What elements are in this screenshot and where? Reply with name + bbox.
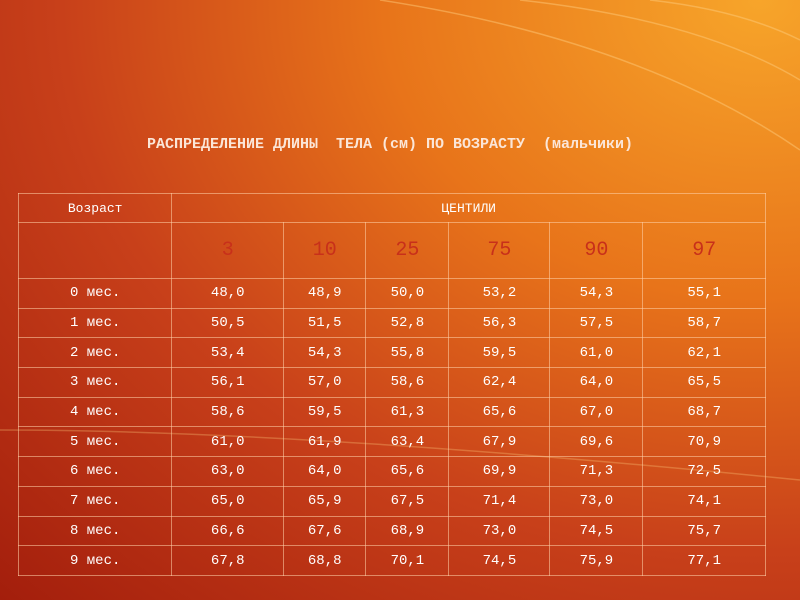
age-cell: 5 мес.	[17, 426, 173, 458]
age-cell: 2 мес.	[17, 337, 173, 369]
value-cell: 66,6	[171, 515, 285, 547]
value-cell: 65,6	[448, 396, 551, 428]
value-cell: 53,4	[171, 337, 285, 369]
value-cell: 62,1	[642, 337, 766, 369]
value-cell: 65,0	[171, 485, 285, 517]
centile-cell: 3	[171, 222, 285, 279]
centile-cell: 90	[549, 222, 644, 279]
value-cell: 70,9	[642, 426, 766, 458]
value-cell: 50,5	[171, 307, 285, 339]
value-cell: 69,9	[448, 456, 551, 487]
data-row: 2 мес. 53,4 54,3 55,8 59,5 61,0 62,1	[17, 337, 766, 369]
data-row: 1 мес. 50,5 51,5 52,8 56,3 57,5 58,7	[17, 307, 766, 339]
value-cell: 65,5	[642, 367, 766, 398]
value-cell: 75,9	[549, 545, 644, 576]
value-cell: 57,0	[283, 367, 367, 398]
data-row: 0 мес. 48,0 48,9 50,0 53,2 54,3 55,1	[17, 278, 766, 309]
age-cell: 0 мес.	[17, 278, 173, 309]
value-cell: 62,4	[448, 367, 551, 398]
data-row: 6 мес. 63,0 64,0 65,6 69,9 71,3 72,5	[17, 456, 766, 487]
value-cell: 54,3	[549, 278, 644, 309]
value-cell: 57,5	[549, 307, 644, 339]
value-cell: 58,6	[365, 367, 450, 398]
value-cell: 74,5	[448, 545, 551, 576]
data-row: 9 мес. 67,8 68,8 70,1 74,5 75,9 77,1	[17, 545, 766, 576]
value-cell: 50,0	[365, 278, 450, 309]
value-cell: 72,5	[642, 456, 766, 487]
centile-cell: 97	[642, 222, 766, 279]
value-cell: 67,9	[448, 426, 551, 458]
slide-title: РАСПРЕДЕЛЕНИЕ ДЛИНЫ ТЕЛА (см) ПО ВОЗРАСТ…	[146, 136, 634, 153]
centile-cell: 25	[365, 222, 450, 279]
value-cell: 61,9	[283, 426, 367, 458]
value-cell: 74,1	[642, 485, 766, 517]
value-cell: 56,3	[448, 307, 551, 339]
value-cell: 73,0	[549, 485, 644, 517]
header-row: Возраст ЦЕНТИЛИ	[17, 193, 766, 223]
value-cell: 68,7	[642, 396, 766, 428]
value-cell: 63,4	[365, 426, 450, 458]
data-row: 8 мес. 66,6 67,6 68,9 73,0 74,5 75,7	[17, 515, 766, 547]
value-cell: 67,0	[549, 396, 644, 428]
age-cell: 4 мес.	[17, 396, 173, 428]
value-cell: 56,1	[171, 367, 285, 398]
value-cell: 59,5	[448, 337, 551, 369]
age-cell: 8 мес.	[17, 515, 173, 547]
value-cell: 55,1	[642, 278, 766, 309]
centile-cell: 10	[283, 222, 367, 279]
value-cell: 51,5	[283, 307, 367, 339]
age-cell: 7 мес.	[17, 485, 173, 517]
value-cell: 61,0	[171, 426, 285, 458]
empty-cell	[17, 222, 173, 279]
data-row: 7 мес. 65,0 65,9 67,5 71,4 73,0 74,1	[17, 485, 766, 517]
age-cell: 1 мес.	[17, 307, 173, 339]
value-cell: 65,9	[283, 485, 367, 517]
value-cell: 58,6	[171, 396, 285, 428]
value-cell: 71,3	[549, 456, 644, 487]
value-cell: 68,9	[365, 515, 450, 547]
value-cell: 65,6	[365, 456, 450, 487]
table-body: Возраст ЦЕНТИЛИ 3 10 25 75 90 97 0 мес. 48,0 48…	[17, 193, 766, 576]
value-cell: 55,8	[365, 337, 450, 369]
value-cell: 67,6	[283, 515, 367, 547]
value-cell: 48,9	[283, 278, 367, 309]
value-cell: 58,7	[642, 307, 766, 339]
value-cell: 61,3	[365, 396, 450, 428]
data-row: 5 мес. 61,0 61,9 63,4 67,9 69,6 70,9	[17, 426, 766, 458]
value-cell: 61,0	[549, 337, 644, 369]
value-cell: 75,7	[642, 515, 766, 547]
value-cell: 73,0	[448, 515, 551, 547]
value-cell: 69,6	[549, 426, 644, 458]
value-cell: 67,5	[365, 485, 450, 517]
centile-cell: 75	[448, 222, 551, 279]
value-cell: 74,5	[549, 515, 644, 547]
value-cell: 52,8	[365, 307, 450, 339]
value-cell: 67,8	[171, 545, 285, 576]
value-cell: 70,1	[365, 545, 450, 576]
age-cell: 3 мес.	[17, 367, 173, 398]
age-cell: 9 мес.	[17, 545, 173, 576]
value-cell: 77,1	[642, 545, 766, 576]
header-cell: ЦЕНТИЛИ	[171, 193, 766, 223]
age-cell: 6 мес.	[17, 456, 173, 487]
value-cell: 59,5	[283, 396, 367, 428]
value-cell: 53,2	[448, 278, 551, 309]
data-row: 4 мес. 58,6 59,5 61,3 65,6 67,0 68,7	[17, 396, 766, 428]
value-cell: 48,0	[171, 278, 285, 309]
centile-table: Возраст ЦЕНТИЛИ 3 10 25 75 90 97 0 мес. 48,0 48…	[17, 193, 766, 576]
header-cell: Возраст	[17, 193, 173, 223]
centile-row: 3 10 25 75 90 97	[17, 222, 766, 279]
value-cell: 54,3	[283, 337, 367, 369]
value-cell: 64,0	[283, 456, 367, 487]
value-cell: 63,0	[171, 456, 285, 487]
value-cell: 71,4	[448, 485, 551, 517]
data-row: 3 мес. 56,1 57,0 58,6 62,4 64,0 65,5	[17, 367, 766, 398]
value-cell: 68,8	[283, 545, 367, 576]
value-cell: 64,0	[549, 367, 644, 398]
